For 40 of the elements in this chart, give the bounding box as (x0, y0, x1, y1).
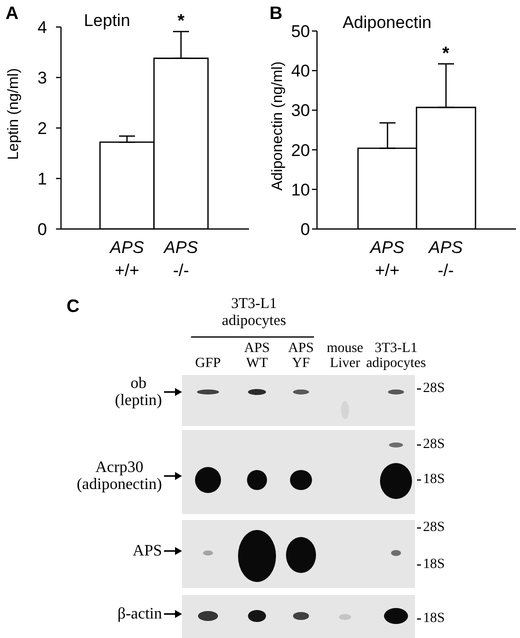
chart-title: Adiponectin (342, 13, 432, 32)
x-tick-label: APS +/+ (108, 238, 145, 280)
text: 3T3-L1 adipocytes (222, 296, 286, 329)
y-tick-label: 40 (291, 62, 310, 81)
y-axis-title: Adiponectin (ng/ml) (268, 61, 286, 191)
chart-title: Leptin (84, 11, 130, 30)
y-tick-label: 3 (38, 68, 47, 88)
y-tick-label: 4 (38, 18, 47, 38)
category-label: APS YF (288, 341, 314, 371)
text: 18S (423, 557, 445, 572)
text: 28S (423, 437, 445, 452)
x-tick-label: APS -/- (428, 238, 464, 280)
annotation: * (177, 10, 185, 31)
category-label: GFP (195, 356, 221, 371)
text: 28S (423, 381, 445, 396)
category-label: β-actin (117, 606, 162, 622)
text: C (66, 296, 80, 316)
category-label: ob (leptin) (114, 375, 162, 409)
text: B (270, 3, 282, 23)
y-tick-label: 20 (291, 140, 310, 160)
x-tick-label: APS -/- (162, 238, 199, 280)
y-axis-title: Leptin (ng/ml) (4, 68, 22, 160)
y-tick-label: 0 (38, 220, 47, 240)
y-tick-label: 1 (38, 170, 47, 189)
text: 28S (423, 520, 445, 535)
category-label: 3T3-L1 adipocytes (366, 341, 426, 371)
y-tick-label: 50 (291, 22, 310, 42)
category-label: APS (132, 542, 162, 560)
category-label: mouse Liver (326, 341, 364, 371)
x-tick-label: APS +/+ (369, 238, 405, 280)
text: A (6, 3, 18, 23)
y-tick-label: 2 (38, 119, 47, 138)
category-label: Acrp30 (adiponectin) (76, 459, 162, 493)
y-tick-label: 10 (291, 180, 310, 200)
y-tick-label: 0 (300, 220, 310, 240)
annotation: * (442, 42, 450, 63)
text: 18S (423, 472, 445, 487)
text: 18S (423, 611, 445, 626)
y-tick-label: 30 (291, 101, 310, 120)
category-label: APS WT (244, 341, 270, 371)
